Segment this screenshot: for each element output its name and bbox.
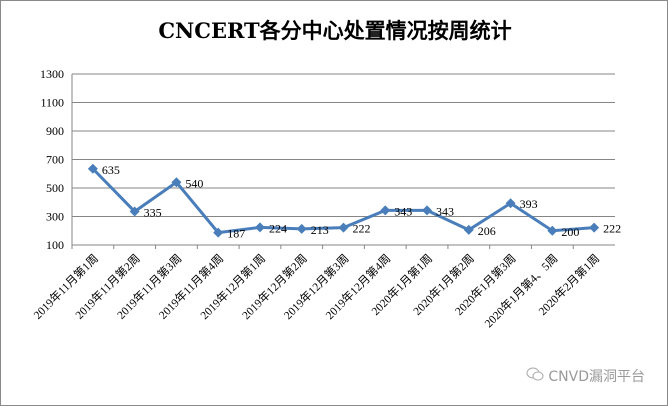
data-point <box>171 177 182 188</box>
data-label: 206 <box>478 224 496 238</box>
data-label: 224 <box>269 221 287 235</box>
data-point <box>338 222 349 233</box>
data-point <box>422 205 433 216</box>
data-point <box>213 227 224 238</box>
x-tick-label: 2020年1月第4、5周 <box>481 251 560 330</box>
y-tick-label: 900 <box>46 124 64 138</box>
data-point <box>296 223 307 234</box>
data-point <box>505 198 516 209</box>
y-tick-label: 700 <box>46 153 64 167</box>
data-label: 393 <box>520 197 538 211</box>
y-tick-label: 100 <box>46 238 64 252</box>
data-label: 335 <box>144 206 162 220</box>
data-point <box>589 222 600 233</box>
watermark-text: CNVD漏洞平台 <box>548 369 645 385</box>
data-label: 222 <box>603 222 621 236</box>
data-label: 540 <box>185 176 203 190</box>
data-label: 343 <box>436 204 454 218</box>
data-point <box>547 225 558 236</box>
watermark: CNVD漏洞平台 <box>526 366 645 386</box>
data-label: 213 <box>311 223 329 237</box>
wechat-icon <box>526 366 544 386</box>
data-point <box>254 222 265 233</box>
data-point <box>463 224 474 235</box>
data-label: 200 <box>561 225 579 239</box>
y-tick-label: 500 <box>46 181 64 195</box>
y-tick-label: 1300 <box>40 67 64 81</box>
chart-title: CNCERT各分中心处置情况按周统计 <box>158 18 512 43</box>
data-label: 222 <box>353 222 371 236</box>
data-label: 343 <box>394 204 412 218</box>
data-label: 187 <box>227 227 245 241</box>
data-point <box>380 205 391 216</box>
y-tick-label: 1100 <box>40 96 64 110</box>
data-point <box>87 163 98 174</box>
data-label: 635 <box>102 163 120 177</box>
y-tick-label: 300 <box>46 210 64 224</box>
data-point <box>129 206 140 217</box>
